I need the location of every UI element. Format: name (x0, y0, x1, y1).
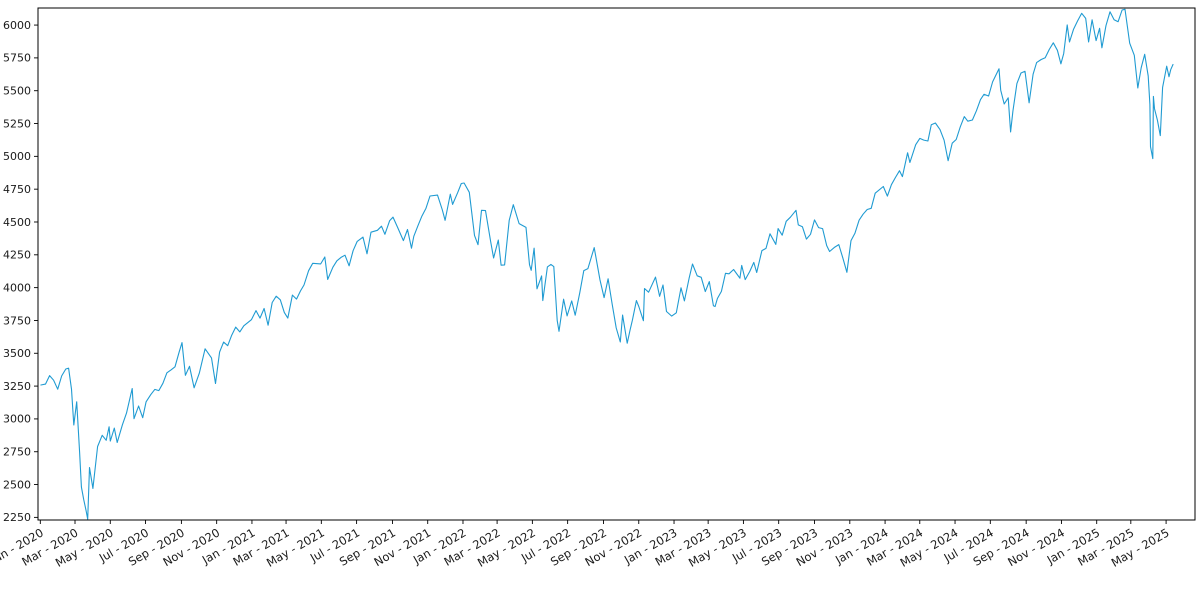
y-tick-label: 2500 (3, 478, 31, 491)
y-tick-label: 4000 (3, 281, 31, 294)
plot-frame (37, 7, 1196, 521)
y-tick-label: 5000 (3, 150, 31, 163)
y-tick-label: 3500 (3, 347, 31, 360)
y-tick-label: 5250 (3, 117, 31, 130)
y-tick-label: 3750 (3, 314, 31, 327)
y-tick-label: 3250 (3, 380, 31, 393)
y-tick-label: 5750 (3, 52, 31, 65)
y-tick-label: 4500 (3, 216, 31, 229)
y-tick-label: 2750 (3, 446, 31, 459)
y-tick-label: 4750 (3, 183, 31, 196)
y-tick-label: 4250 (3, 249, 31, 262)
y-axis: 2250 2500 2750 3000 3250 3500 3750 4000 4250 4500… (3, 19, 38, 524)
price-line (40, 8, 1174, 520)
y-tick-label: 3000 (3, 413, 31, 426)
y-tick-label: 2250 (3, 511, 31, 524)
y-tick-label: 6000 (3, 19, 31, 32)
y-tick-label: 5500 (3, 85, 31, 98)
